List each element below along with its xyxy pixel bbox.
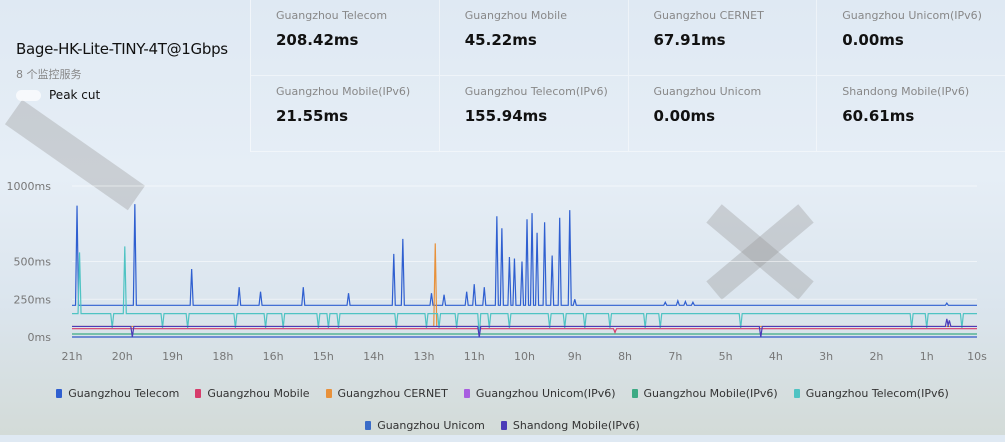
peak-cut-toggle[interactable] (16, 89, 41, 101)
x-tick-label: 7h (668, 350, 682, 363)
stat-card[interactable]: Guangzhou Mobile 45.22ms (439, 0, 629, 76)
legend-item[interactable]: Guangzhou Telecom (56, 378, 179, 409)
x-tick-label: 11h (464, 350, 485, 363)
stat-card[interactable]: Shandong Mobile(IPv6) 60.61ms (817, 76, 1005, 152)
x-tick-label: 18h (212, 350, 233, 363)
legend-label: Shandong Mobile(IPv6) (512, 419, 640, 432)
legend-swatch (631, 389, 638, 398)
stat-value: 45.22ms (464, 31, 537, 49)
legend-swatch (195, 389, 202, 398)
stat-label: Guangzhou CERNET (653, 9, 764, 22)
stat-value: 0.00ms (653, 107, 716, 125)
legend-swatch (500, 421, 507, 430)
series-line-guangzhou-mobile[interactable] (72, 328, 977, 335)
y-tick-label: 0ms (28, 331, 52, 344)
stat-label: Guangzhou Unicom (653, 85, 762, 98)
stat-label: Guangzhou Mobile(IPv6) (276, 85, 411, 98)
series-line-guangzhou-telecom-ipv6-[interactable] (72, 246, 977, 338)
x-tick-label: 20h (112, 350, 133, 363)
stat-value: 67.91ms (653, 31, 726, 49)
stat-card[interactable]: Guangzhou CERNET 67.91ms (628, 0, 818, 76)
x-tick-label: 8h (618, 350, 632, 363)
peak-cut-control[interactable]: Peak cut (16, 88, 228, 102)
legend-item[interactable]: Guangzhou Mobile(IPv6) (631, 378, 778, 409)
stat-label: Shandong Mobile(IPv6) (842, 85, 970, 98)
legend-item[interactable]: Guangzhou Unicom (365, 410, 485, 441)
latency-chart[interactable]: 0ms 250ms 500ms 1000ms 21h 20h 19h 18h 16h 15h 14h… (0, 170, 1005, 375)
legend-label: Guangzhou Telecom(IPv6) (805, 387, 949, 400)
y-tick-label: 1000ms (7, 180, 52, 193)
stat-value: 208.42ms (276, 31, 359, 49)
y-tick-label: 500ms (14, 256, 52, 269)
stat-card[interactable]: Guangzhou Mobile(IPv6) 21.55ms (251, 76, 440, 152)
stat-value: 155.94ms (464, 107, 548, 125)
legend-swatch (56, 389, 63, 398)
x-tick-label: 21h (62, 350, 83, 363)
server-name: Bage-HK-Lite-TINY-4T@1Gbps (16, 40, 228, 58)
x-tick-label: 15h (313, 350, 334, 363)
series-line-guangzhou-telecom[interactable] (72, 204, 977, 306)
x-tick-label: 16h (263, 350, 284, 363)
summary-header: Bage-HK-Lite-TINY-4T@1Gbps 8 个监控服务 Peak … (0, 0, 1005, 152)
x-tick-label: 4h (769, 350, 783, 363)
legend-label: Guangzhou Unicom(IPv6) (475, 387, 616, 400)
legend-item[interactable]: Guangzhou Unicom(IPv6) (463, 378, 616, 409)
legend-label: Guangzhou Unicom (377, 419, 485, 432)
latency-stats-grid: Guangzhou Telecom 208.42ms Guangzhou Mobi… (250, 0, 1005, 152)
legend-item[interactable]: Guangzhou Telecom(IPv6) (793, 378, 949, 409)
legend-item[interactable]: Guangzhou CERNET (325, 378, 448, 409)
legend-swatch (365, 421, 372, 430)
stat-value: 21.55ms (276, 107, 349, 125)
stat-value: 60.61ms (842, 107, 915, 125)
legend-label: Guangzhou Mobile(IPv6) (643, 387, 778, 400)
x-tick-label: 10h (514, 350, 535, 363)
x-tick-label: 5h (719, 350, 733, 363)
legend-label: Guangzhou Telecom (68, 387, 180, 400)
legend-item[interactable]: Guangzhou Mobile (195, 378, 310, 409)
stat-card[interactable]: Guangzhou Telecom 208.42ms (251, 0, 440, 76)
stat-label: Guangzhou Telecom (276, 9, 388, 22)
legend-label: Guangzhou CERNET (337, 387, 448, 400)
stat-label: Guangzhou Telecom(IPv6) (464, 85, 608, 98)
x-tick-label: 19h (162, 350, 183, 363)
chart-legend: Guangzhou Telecom Guangzhou Mobile Guangzh… (0, 378, 1005, 442)
x-tick-label: 10s (967, 350, 987, 363)
x-tick-label: 3h (819, 350, 833, 363)
legend-swatch (325, 389, 332, 398)
stat-card[interactable]: Guangzhou Telecom(IPv6) 155.94ms (439, 76, 629, 152)
stat-card[interactable]: Guangzhou Unicom(IPv6) 0.00ms (817, 0, 1005, 76)
x-tick-label: 1h (920, 350, 934, 363)
legend-swatch (793, 389, 800, 398)
service-count: 8 个监控服务 (16, 68, 82, 81)
y-tick-label: 250ms (14, 293, 52, 306)
x-tick-label: 2h (869, 350, 883, 363)
series-line-shandong-mobile-ipv6-[interactable] (72, 318, 977, 338)
legend-item[interactable]: Shandong Mobile(IPv6) (500, 410, 640, 441)
stat-card[interactable]: Guangzhou Unicom 0.00ms (628, 76, 818, 152)
stat-label: Guangzhou Mobile (464, 9, 567, 22)
peak-cut-label: Peak cut (49, 88, 101, 102)
x-tick-label: 13h (413, 350, 434, 363)
x-tick-label: 9h (568, 350, 582, 363)
server-info: Bage-HK-Lite-TINY-4T@1Gbps 8 个监控服务 Peak … (16, 40, 228, 102)
stat-value: 0.00ms (842, 31, 904, 49)
legend-label: Guangzhou Mobile (207, 387, 310, 400)
x-tick-label: 14h (363, 350, 384, 363)
stat-label: Guangzhou Unicom(IPv6) (842, 9, 982, 22)
legend-swatch (463, 389, 470, 398)
